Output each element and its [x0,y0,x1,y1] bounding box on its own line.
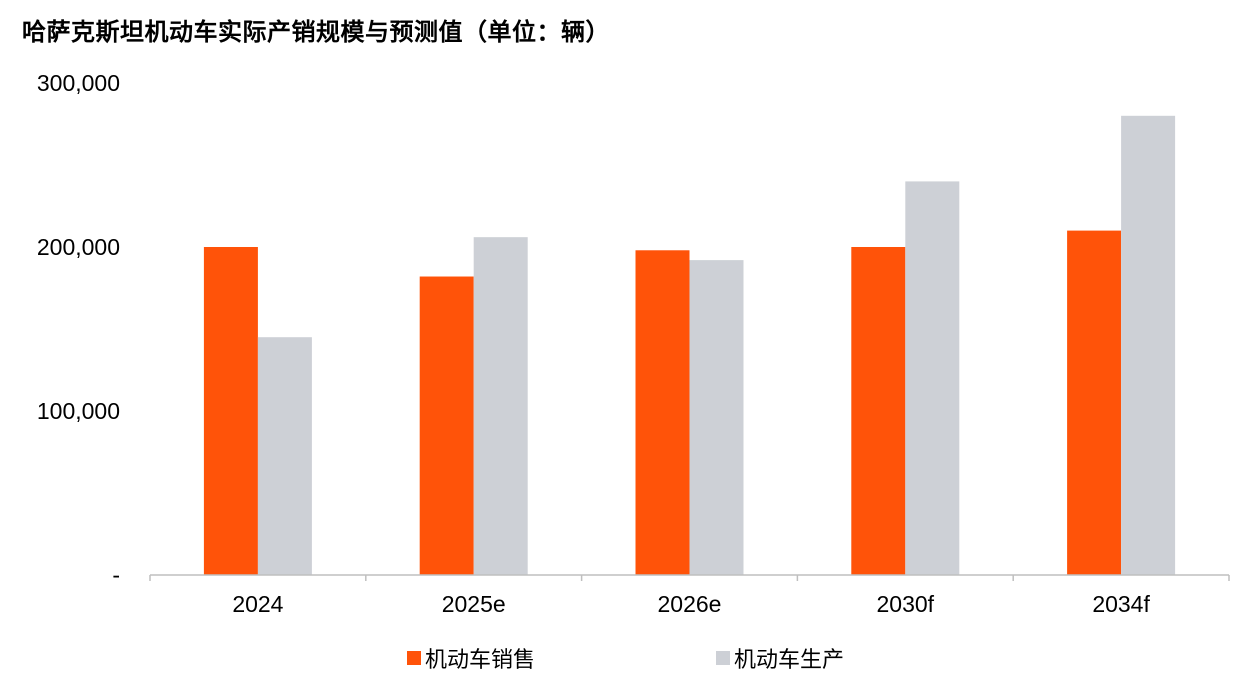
chart-title: 哈萨克斯坦机动车实际产销规模与预测值（单位：辆） [22,18,610,46]
legend: 机动车销售 机动车生产 [407,648,844,673]
bar-sales-2030f [851,247,906,575]
bar-production-2024 [257,337,312,575]
x-axis: 2024 2025e 2026e 2030f 2034f [149,574,1230,617]
legend-swatch [407,651,421,665]
y-tick-label: 100,000 [37,398,120,424]
bar-production-2034f [1121,115,1176,576]
legend-item-sales: 机动车销售 [407,648,535,673]
bar-production-2030f [905,181,960,575]
x-tick-label: 2025e [442,591,506,617]
y-tick-label: 300,000 [37,70,120,96]
bars [203,115,1176,576]
x-tick-label: 2026e [658,591,722,617]
legend-item-production: 机动车生产 [716,648,844,673]
bar-production-2025e [473,237,528,575]
x-tick-label: 2030f [877,591,935,617]
bar-production-2026e [689,260,744,575]
y-tick-label: 200,000 [37,234,120,260]
x-tick-label: 2034f [1092,591,1150,617]
y-tick-label: - [112,562,120,588]
legend-label: 机动车销售 [425,648,535,673]
bar-sales-2024 [203,247,258,575]
legend-label: 机动车生产 [734,648,844,673]
bar-sales-2025e [419,276,474,575]
bar-sales-2034f [1067,230,1122,575]
legend-swatch [716,651,730,665]
y-axis: - 100,000 200,000 300,000 [37,70,120,588]
bar-sales-2026e [635,250,690,575]
x-tick-label: 2024 [232,591,283,617]
